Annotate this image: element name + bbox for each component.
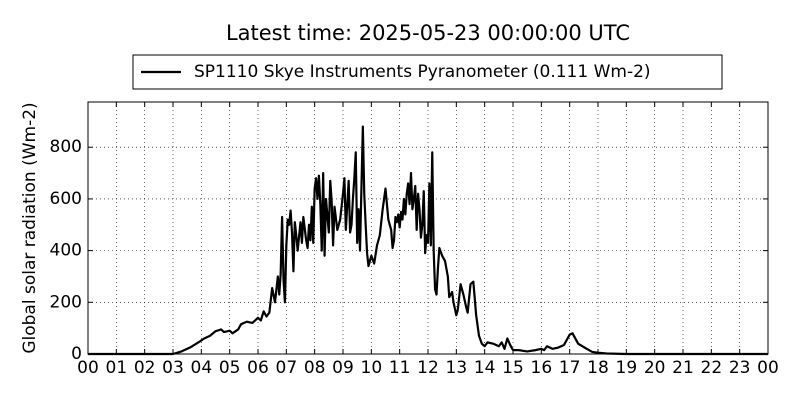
- x-tick-label: 02: [134, 358, 156, 378]
- x-tick-label: 20: [644, 358, 666, 378]
- x-tick-label: 05: [219, 358, 241, 378]
- x-tick-label: 15: [502, 358, 524, 378]
- x-tick-label: 11: [389, 358, 411, 378]
- x-tick-label: 01: [106, 358, 128, 378]
- y-axis-label: Global solar radiation (Wm-2): [20, 102, 40, 353]
- x-tick-label: 18: [587, 358, 609, 378]
- x-tick-label: 06: [247, 358, 269, 378]
- x-tick-label: 10: [361, 358, 383, 378]
- legend: [132, 54, 723, 90]
- x-tick-label: 09: [332, 358, 354, 378]
- x-tick-label: 04: [191, 358, 213, 378]
- y-tick-label: 600: [50, 189, 82, 209]
- x-tick-label: 22: [701, 358, 723, 378]
- line: [88, 125, 768, 356]
- x-tick-label: 00: [77, 358, 99, 378]
- x-tick-label: 16: [531, 358, 553, 378]
- x-tick-label: 21: [672, 358, 694, 378]
- y-tick-label: 200: [50, 292, 82, 312]
- x-tick-label: 12: [417, 358, 439, 378]
- x-tick-label: 17: [559, 358, 581, 378]
- x-tick-label: 23: [729, 358, 751, 378]
- x-tick-label: 14: [474, 358, 496, 378]
- chart-title: Latest time: 2025-05-23 00:00:00 UTC: [226, 21, 630, 45]
- y-tick-label: 0: [71, 344, 82, 364]
- legend-label: SP1110 Skye Instruments Pyranometer (0.1…: [194, 62, 651, 82]
- x-tick-label: 03: [162, 358, 184, 378]
- x-tick-label: 07: [276, 358, 298, 378]
- x-tick-label: 19: [616, 358, 638, 378]
- y-tick-label: 800: [50, 137, 82, 157]
- y-tick-label: 400: [50, 241, 82, 261]
- x-tick-label: 13: [446, 358, 468, 378]
- plot-frame: [87, 101, 769, 355]
- x-tick-label: 08: [304, 358, 326, 378]
- x-tick-label: 00: [757, 358, 779, 378]
